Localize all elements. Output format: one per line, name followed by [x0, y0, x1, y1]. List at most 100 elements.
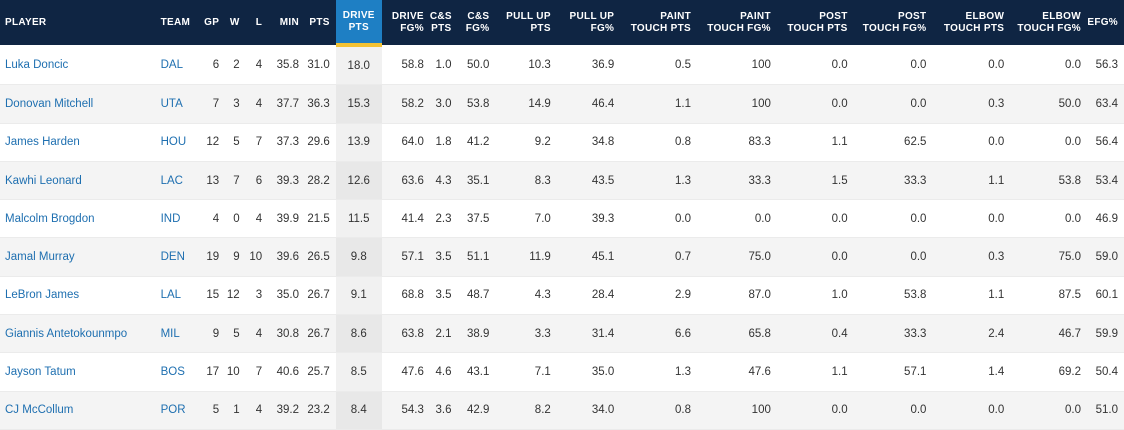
team-link[interactable]: HOU	[155, 123, 199, 162]
cell-efg: 50.4	[1087, 352, 1124, 392]
player-name-link[interactable]: Kawhi Leonard	[0, 161, 156, 201]
cell-w: 5	[225, 314, 246, 354]
cell-pullup-pts: 10.3	[495, 45, 557, 86]
cell-elbow-fg: 53.8	[1010, 161, 1087, 201]
column-header-pts[interactable]: PTS	[305, 0, 336, 45]
table-row: Malcolm Brogdon IND 4 0 4 39.9 21.5 11.5 41.4 2.3…	[0, 199, 1124, 239]
player-name-link[interactable]: James Harden	[0, 123, 156, 162]
cell-post-pts: 0.0	[776, 237, 854, 277]
cell-elbow-fg: 50.0	[1010, 84, 1087, 124]
cell-w: 7	[225, 161, 246, 201]
column-header-pullup-fg[interactable]: PULL UP FG%	[556, 0, 621, 45]
column-header-elbow-pts[interactable]: ELBOW TOUCH PTS	[932, 0, 1011, 45]
player-name-link[interactable]: LeBron James	[0, 276, 156, 316]
cell-l: 6	[245, 161, 269, 201]
cell-gp: 5	[198, 391, 226, 430]
cell-elbow-fg: 0.0	[1010, 45, 1087, 86]
team-link[interactable]: UTA	[155, 84, 199, 124]
column-header-paint-pts[interactable]: PAINT TOUCH PTS	[620, 0, 698, 45]
cell-pullup-fg: 36.9	[556, 45, 621, 86]
cell-cs-fg: 41.2	[457, 123, 496, 162]
team-link[interactable]: LAL	[155, 276, 199, 316]
column-header-efg[interactable]: EFG%	[1087, 0, 1124, 45]
column-header-label: TOUCH FG%	[1017, 22, 1081, 34]
cell-pullup-pts: 8.3	[495, 161, 557, 201]
cell-paint-fg: 100	[697, 391, 777, 430]
cell-elbow-fg: 0.0	[1010, 123, 1087, 162]
cell-cs-fg: 42.9	[457, 391, 496, 430]
cell-drive-fg: 63.6	[381, 161, 430, 201]
table-body: Luka Doncic DAL 6 2 4 35.8 31.0 18.0 58.8 1.0 50.0…	[0, 45, 1124, 430]
column-header-cs-pts[interactable]: C&S PTS	[429, 0, 458, 45]
cell-l: 4	[245, 199, 269, 239]
column-header-min[interactable]: MIN	[268, 0, 306, 45]
cell-l: 7	[245, 123, 269, 162]
player-name-link[interactable]: Luka Doncic	[0, 45, 156, 86]
player-name-link[interactable]: Malcolm Brogdon	[0, 199, 156, 239]
player-name-link[interactable]: Jayson Tatum	[0, 352, 156, 392]
cell-elbow-pts: 0.0	[932, 391, 1011, 430]
cell-post-fg: 62.5	[853, 123, 933, 162]
cell-efg: 59.0	[1087, 237, 1124, 277]
cell-paint-fg: 47.6	[697, 352, 777, 392]
column-header-w[interactable]: W	[225, 0, 246, 45]
cell-cs-fg: 48.7	[457, 276, 496, 316]
column-header-label: TOUCH FG%	[862, 22, 927, 34]
cell-post-pts: 1.1	[776, 123, 854, 162]
column-header-label: MIN	[279, 16, 300, 28]
team-link[interactable]: MIL	[155, 314, 199, 354]
cell-gp: 4	[198, 199, 226, 239]
column-header-cs-fg[interactable]: C&S FG%	[457, 0, 496, 45]
team-link[interactable]: DEN	[155, 237, 199, 277]
column-header-team[interactable]: TEAM	[155, 0, 199, 45]
column-header-player[interactable]: PLAYER	[0, 0, 156, 45]
player-name-link[interactable]: Jamal Murray	[0, 237, 156, 277]
cell-elbow-fg: 75.0	[1010, 237, 1087, 277]
cell-l: 4	[245, 45, 269, 86]
team-link[interactable]: IND	[155, 199, 199, 239]
column-header-label: EFG%	[1087, 16, 1118, 28]
column-header-drive-fg[interactable]: DRIVE FG%	[381, 0, 430, 45]
cell-drive-pts: 8.4	[335, 391, 382, 430]
column-header-paint-fg[interactable]: PAINT TOUCH FG%	[697, 0, 777, 45]
cell-pullup-fg: 43.5	[556, 161, 621, 201]
cell-pts: 26.7	[305, 314, 336, 354]
column-header-gp[interactable]: GP	[198, 0, 226, 45]
player-name-link[interactable]: Giannis Antetokounmpo	[0, 314, 156, 354]
cell-pullup-pts: 9.2	[495, 123, 557, 162]
team-link[interactable]: BOS	[155, 352, 199, 392]
table-row: LeBron James LAL 15 12 3 35.0 26.7 9.1 68.8 3.5 48…	[0, 276, 1124, 316]
cell-drive-fg: 57.1	[381, 237, 430, 277]
cell-pts: 26.5	[305, 237, 336, 277]
cell-efg: 56.3	[1087, 45, 1124, 86]
player-name-link[interactable]: CJ McCollum	[0, 391, 156, 430]
column-header-line: ELBOW	[1042, 10, 1081, 22]
cell-pullup-fg: 39.3	[556, 199, 621, 239]
table-row: CJ McCollum POR 5 1 4 39.2 23.2 8.4 54.3 3.6 42.9 8…	[0, 391, 1124, 430]
team-link[interactable]: LAC	[155, 161, 199, 201]
column-header-label: PTS	[309, 16, 330, 28]
column-header-line: DRIVE	[342, 9, 375, 21]
column-header-post-fg[interactable]: POST TOUCH FG%	[853, 0, 933, 45]
cell-pullup-fg: 34.8	[556, 123, 621, 162]
team-link[interactable]: DAL	[155, 45, 199, 86]
column-header-line: DRIVE	[391, 10, 424, 22]
cell-pullup-pts: 14.9	[495, 84, 557, 124]
column-header-label: TOUCH PTS	[787, 22, 848, 34]
team-link[interactable]: POR	[155, 391, 199, 430]
column-header-post-pts[interactable]: POST TOUCH PTS	[776, 0, 854, 45]
cell-elbow-pts: 1.4	[932, 352, 1011, 392]
cell-gp: 15	[198, 276, 226, 316]
cell-drive-fg: 64.0	[381, 123, 430, 162]
column-header-elbow-fg[interactable]: ELBOW TOUCH FG%	[1010, 0, 1087, 45]
cell-paint-fg: 83.3	[697, 123, 777, 162]
column-header-l[interactable]: L	[245, 0, 269, 45]
cell-drive-fg: 47.6	[381, 352, 430, 392]
cell-gp: 13	[198, 161, 226, 201]
cell-elbow-fg: 87.5	[1010, 276, 1087, 316]
column-header-pullup-pts[interactable]: PULL UP PTS	[495, 0, 557, 45]
column-header-label: PLAYER	[5, 16, 47, 28]
cell-gp: 7	[198, 84, 226, 124]
player-name-link[interactable]: Donovan Mitchell	[0, 84, 156, 124]
column-header-drive-pts[interactable]: DRIVE PTS	[335, 0, 382, 47]
